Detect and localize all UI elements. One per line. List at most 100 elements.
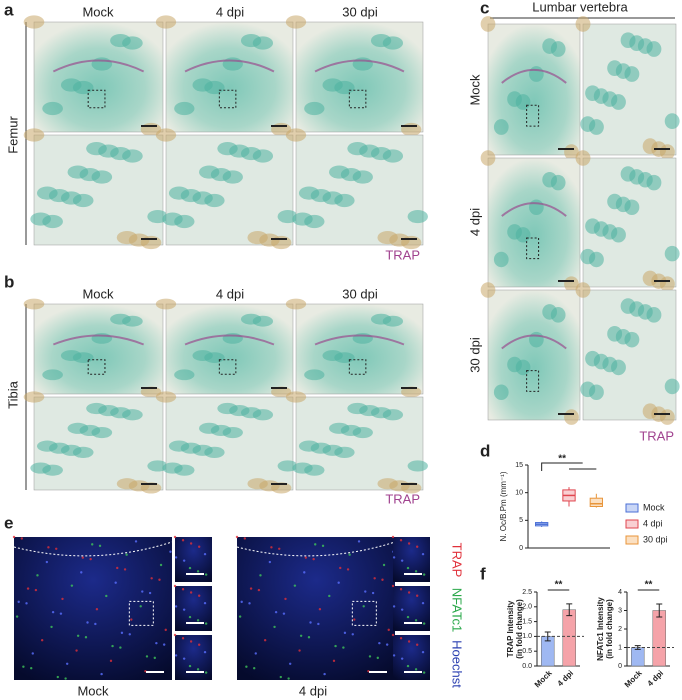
tissue <box>116 478 138 490</box>
growth-plate <box>501 202 567 217</box>
y-axis-label: NFATc1 Intensity <box>596 597 605 661</box>
y-axis-label: N. Oc/B.Pm (mm⁻¹) <box>499 471 508 541</box>
tissue <box>507 224 522 240</box>
tissue <box>298 186 320 200</box>
significance: ** <box>558 454 566 465</box>
tissue <box>271 386 292 398</box>
cell <box>61 597 64 601</box>
bar <box>631 647 645 667</box>
row-label: 30 dpi <box>467 337 482 373</box>
tissue <box>192 350 213 361</box>
y-tick-label: 3 <box>618 607 622 614</box>
cell <box>164 628 167 632</box>
cell <box>385 643 389 646</box>
legend-swatch <box>625 519 639 529</box>
cell <box>392 556 396 559</box>
tissue <box>285 128 307 142</box>
tissue <box>377 478 398 490</box>
cell <box>111 644 114 648</box>
cell <box>317 622 320 626</box>
tissue <box>507 91 522 107</box>
cell <box>371 591 375 595</box>
error-bar <box>656 603 663 618</box>
y-tick-label: 2.0 <box>522 604 532 611</box>
tissue <box>67 422 89 434</box>
cell <box>12 535 16 539</box>
cell <box>174 654 178 657</box>
tissue <box>285 298 307 310</box>
cell <box>399 539 403 542</box>
cell <box>173 584 177 588</box>
cell <box>421 601 425 605</box>
tissue <box>240 313 262 325</box>
cell <box>188 566 192 570</box>
cell <box>364 590 367 593</box>
cell <box>323 672 326 676</box>
tissue <box>480 150 496 166</box>
cell <box>181 637 185 640</box>
cell <box>56 675 60 679</box>
tissue <box>304 369 325 381</box>
cell <box>373 577 376 580</box>
cell <box>95 608 99 611</box>
micrograph <box>295 21 424 133</box>
tissue <box>575 150 591 166</box>
tissue <box>155 128 177 142</box>
cell <box>123 568 127 571</box>
column-header: Mock <box>82 4 114 19</box>
micrograph <box>487 157 581 288</box>
cell <box>204 671 208 674</box>
cell <box>17 600 20 604</box>
cell <box>378 641 381 645</box>
significance: ** <box>555 580 563 591</box>
cell <box>30 667 33 670</box>
cell <box>318 608 322 611</box>
cell <box>98 544 102 548</box>
cell <box>415 594 419 597</box>
tissue <box>580 248 596 265</box>
cell <box>387 628 390 632</box>
tissue <box>493 384 509 401</box>
inset-box <box>87 359 106 375</box>
cell <box>392 605 396 608</box>
cell <box>299 634 303 637</box>
tissue <box>580 116 596 132</box>
cell <box>188 615 192 619</box>
panel-label: b <box>4 272 14 291</box>
cell <box>399 588 403 591</box>
legend-swatch <box>625 535 639 545</box>
tissue <box>217 141 238 156</box>
cell <box>321 544 325 548</box>
cell <box>15 615 19 618</box>
cell <box>415 643 419 646</box>
cell <box>141 590 144 593</box>
inset-box <box>348 89 367 109</box>
cell <box>120 631 124 635</box>
cell <box>257 588 261 592</box>
cell <box>169 550 172 553</box>
cell <box>196 668 200 671</box>
tissue <box>347 402 368 415</box>
cell <box>414 619 418 622</box>
cell <box>34 588 38 592</box>
cell <box>119 646 122 649</box>
inset-box <box>526 237 540 260</box>
cell <box>268 560 272 564</box>
tissue <box>116 230 138 245</box>
cell <box>59 612 63 615</box>
cell <box>240 600 243 604</box>
cell <box>91 543 94 546</box>
row-label: Femur <box>5 116 20 154</box>
cell <box>173 535 177 539</box>
tissue <box>292 212 313 226</box>
cell <box>342 646 345 649</box>
inset-box <box>348 359 367 375</box>
cell <box>407 591 411 594</box>
cell <box>188 664 192 668</box>
cell <box>128 633 131 636</box>
cell <box>189 542 193 545</box>
cell <box>20 537 24 540</box>
tissue <box>607 60 623 77</box>
tissue <box>174 369 195 381</box>
growth-plate <box>52 334 145 346</box>
